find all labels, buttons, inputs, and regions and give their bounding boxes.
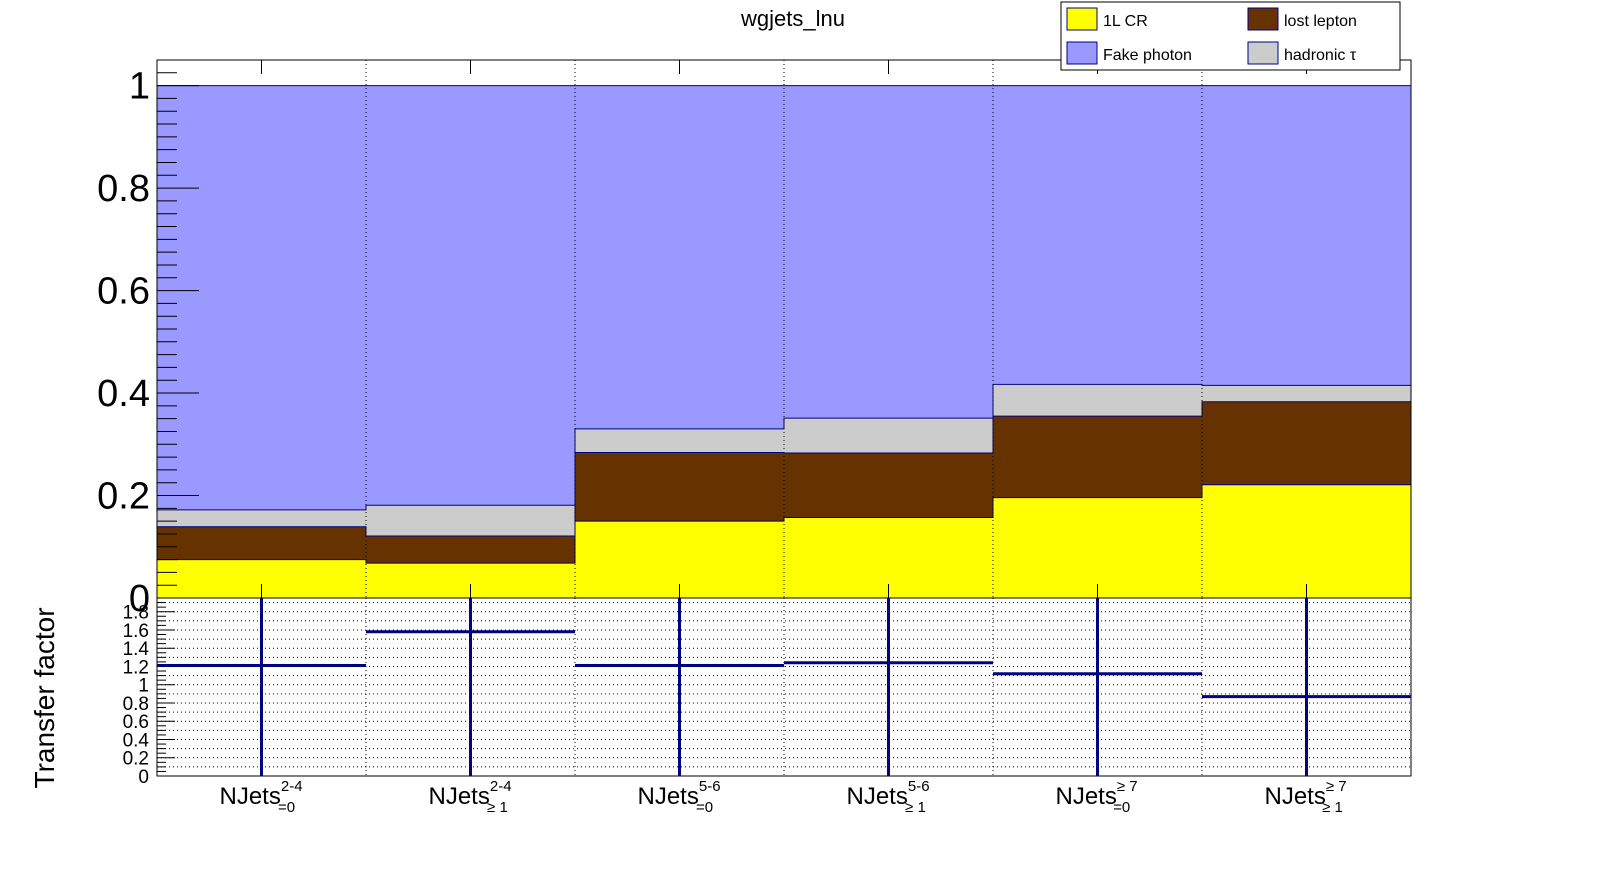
- legend-label: lost lepton: [1284, 13, 1357, 30]
- y-tick-label: 1.6: [123, 621, 149, 642]
- x-tick-label: NJets2-4 =0: [220, 778, 303, 816]
- series-hadronic-: [157, 384, 1411, 537]
- y-tick-label: 1.4: [123, 639, 150, 660]
- x-tick-label: NJets5-6 =0: [638, 778, 721, 816]
- stack-segment: [575, 85, 784, 429]
- y-tick-label: 0.4: [123, 730, 150, 751]
- bottom-plot-frame: [156, 597, 1412, 777]
- series-lost-lepton: [157, 401, 1411, 564]
- x-tick-label: NJets5-6 ≥ 1: [847, 778, 930, 816]
- stacked-fraction-panel: 0 0.2 0.4 0.6 0.8 1: [97, 59, 1412, 620]
- legend: 1L CR lost lepton Fake photon hadronic τ: [1060, 1, 1401, 71]
- legend-swatch: [1066, 7, 1098, 31]
- y-tick-label: 1: [129, 66, 150, 108]
- legend-label: 1L CR: [1103, 13, 1148, 30]
- stack-segment: [157, 526, 366, 560]
- legend-box: [1060, 1, 1401, 71]
- x-tick-label: NJets≥ 7 ≥ 1: [1265, 778, 1347, 816]
- stack-segment: [993, 416, 1202, 498]
- chart-title: wgjets_lnu: [740, 6, 845, 31]
- stack-segment: [784, 452, 993, 518]
- y-tick-label: 0.6: [123, 712, 149, 733]
- y-tick-label: 0.8: [97, 168, 150, 210]
- x-tick-label: NJets≥ 7 =0: [1056, 778, 1138, 816]
- stack-segment: [157, 509, 366, 527]
- y-tick-label: 0: [129, 578, 150, 620]
- stack-segment: [1202, 85, 1411, 386]
- y-tick-label: 1.8: [123, 603, 149, 624]
- legend-label: hadronic τ: [1284, 47, 1357, 64]
- y-tick-label: 1: [138, 676, 149, 697]
- stack-segment: [366, 85, 575, 506]
- stack-segment: [1202, 385, 1411, 402]
- y-tick-label: 0.8: [123, 694, 149, 715]
- y-tick-label: 0.4: [97, 373, 150, 415]
- transfer-factor-panel: 00.20.40.60.811.21.41.61.8 NJets2-4 =0 NJet…: [123, 597, 1412, 816]
- series-fake-photon: [157, 85, 1411, 510]
- series-1l-cr: [157, 484, 1411, 598]
- legend-swatch: [1066, 41, 1098, 65]
- y-tick-label: 0.2: [97, 476, 150, 518]
- y-tick-label: 0.2: [123, 749, 149, 770]
- stack-segment: [784, 418, 993, 453]
- y-tick-label: 0: [138, 767, 149, 788]
- y-tick-label: 0.6: [97, 271, 150, 313]
- legend-swatch: [1247, 7, 1279, 31]
- stack-segment: [993, 497, 1202, 598]
- stack-segment: [575, 428, 784, 453]
- stack-outline: [157, 484, 1411, 564]
- stack-segment: [784, 85, 993, 419]
- legend-label: Fake photon: [1103, 47, 1192, 64]
- stack-segment: [1202, 484, 1411, 598]
- stack-segment: [1202, 401, 1411, 485]
- y-tick-label: 1.2: [123, 657, 149, 678]
- legend-swatch: [1247, 41, 1279, 65]
- stack-segment: [366, 505, 575, 537]
- stack-segment: [993, 85, 1202, 385]
- stack-segment: [157, 85, 366, 510]
- stack-segment: [575, 452, 784, 522]
- transfer-factor-axis-label: Transfer factor: [29, 607, 60, 788]
- stack-segment: [366, 536, 575, 564]
- stack-segment: [993, 384, 1202, 417]
- x-tick-label: NJets2-4 ≥ 1: [429, 778, 512, 816]
